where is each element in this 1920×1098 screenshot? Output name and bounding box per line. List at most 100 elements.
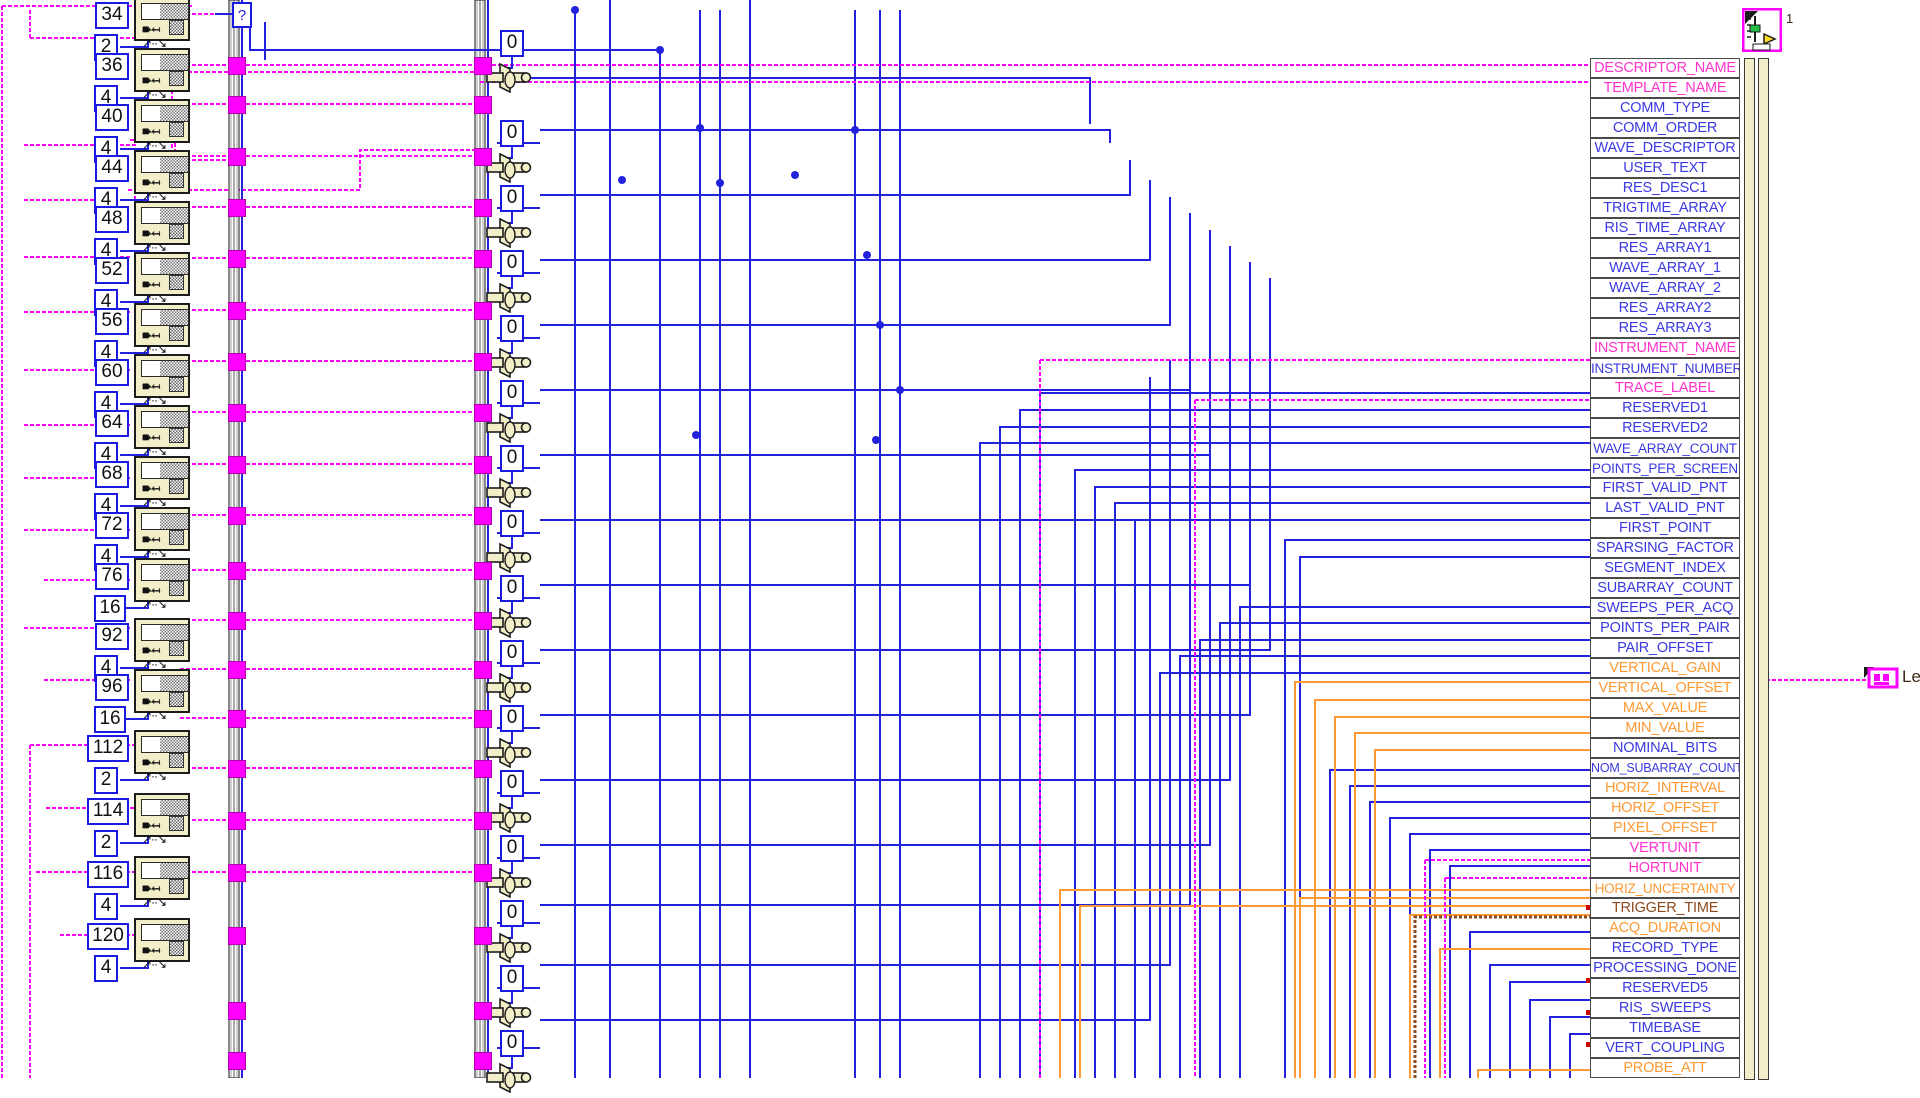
structure-tunnel[interactable] xyxy=(474,864,492,882)
byte-offset-constant[interactable]: 68 xyxy=(95,461,129,488)
byte-offset-constant[interactable]: 34 xyxy=(95,2,129,29)
string-subset-node[interactable]: ■—↗··↘ ↦↤ xyxy=(134,730,190,783)
array-index-constant[interactable]: 0 xyxy=(500,185,524,212)
array-index-constant[interactable]: 0 xyxy=(500,510,524,537)
cluster-field-label[interactable]: PROCESSING_DONE xyxy=(1590,958,1740,978)
cluster-field-label[interactable]: PROBE_ATT xyxy=(1590,1058,1740,1078)
string-subset-node[interactable]: ■—↗··↘ ↦↤ xyxy=(134,507,190,560)
byte-offset-constant[interactable]: 44 xyxy=(95,155,129,182)
boolean-constant[interactable]: ? xyxy=(232,2,252,28)
byte-offset-constant[interactable]: 120 xyxy=(87,923,129,950)
cluster-field-label[interactable]: RIS_SWEEPS xyxy=(1590,998,1740,1018)
cluster-field-label[interactable]: HORIZ_UNCERTAINTY xyxy=(1590,878,1740,898)
byte-count-constant[interactable]: 4 xyxy=(94,893,118,920)
index-array-node[interactable] xyxy=(486,282,534,314)
byte-count-constant[interactable]: 2 xyxy=(94,767,118,794)
byte-offset-constant[interactable]: 48 xyxy=(95,206,129,233)
byte-offset-constant[interactable]: 72 xyxy=(95,512,129,539)
array-index-constant[interactable]: 0 xyxy=(500,705,524,732)
string-subset-node[interactable]: ■—↗··↘ ↦↤ xyxy=(134,201,190,254)
structure-tunnel[interactable] xyxy=(228,612,246,630)
array-index-constant[interactable]: 0 xyxy=(500,120,524,147)
structure-tunnel[interactable] xyxy=(228,1002,246,1020)
string-subset-node[interactable]: ■—↗··↘ ↦↤ xyxy=(134,856,190,909)
cluster-field-label[interactable]: ACQ_DURATION xyxy=(1590,918,1740,938)
cluster-field-label[interactable]: WAVE_ARRAY_1 xyxy=(1590,258,1740,278)
string-subset-node[interactable]: ■—↗··↘ ↦↤ xyxy=(134,456,190,509)
string-subset-node[interactable]: ■—↗··↘ ↦↤ xyxy=(134,405,190,458)
byte-offset-constant[interactable]: 116 xyxy=(87,861,129,888)
array-index-constant[interactable]: 0 xyxy=(500,965,524,992)
string-subset-node[interactable]: ■—↗··↘ ↦↤ xyxy=(134,99,190,152)
structure-tunnel[interactable] xyxy=(474,661,492,679)
cluster-field-label[interactable]: TRIGTIME_ARRAY xyxy=(1590,198,1740,218)
byte-offset-constant[interactable]: 36 xyxy=(95,53,129,80)
array-index-constant[interactable]: 0 xyxy=(500,380,524,407)
structure-tunnel[interactable] xyxy=(474,456,492,474)
structure-tunnel[interactable] xyxy=(228,562,246,580)
string-subset-node[interactable]: ■—↗··↘ ↦↤ xyxy=(134,48,190,101)
structure-tunnel[interactable] xyxy=(228,927,246,945)
cluster-field-label[interactable]: TRIGGER_TIME xyxy=(1590,898,1740,918)
cluster-field-label[interactable]: MAX_VALUE xyxy=(1590,698,1740,718)
byte-count-constant[interactable]: 16 xyxy=(94,706,126,733)
structure-tunnel[interactable] xyxy=(474,760,492,778)
cluster-field-label[interactable]: WAVE_ARRAY_COUNT xyxy=(1590,438,1740,458)
structure-tunnel[interactable] xyxy=(474,927,492,945)
cluster-field-label[interactable]: POINTS_PER_PAIR xyxy=(1590,618,1740,638)
string-subset-node[interactable]: ■—↗··↘ ↦↤ xyxy=(134,618,190,671)
structure-tunnel[interactable] xyxy=(474,812,492,830)
cluster-terminal-icon[interactable] xyxy=(1864,665,1900,691)
index-array-node[interactable] xyxy=(486,867,534,899)
cluster-field-label[interactable]: INSTRUMENT_NAME xyxy=(1590,338,1740,358)
string-subset-node[interactable]: ■—↗··↘ ↦↤ xyxy=(134,354,190,407)
index-array-node[interactable] xyxy=(486,217,534,249)
cluster-field-label[interactable]: LAST_VALID_PNT xyxy=(1590,498,1740,518)
cluster-field-label[interactable]: HORIZ_INTERVAL xyxy=(1590,778,1740,798)
cluster-field-label[interactable]: WAVE_ARRAY_2 xyxy=(1590,278,1740,298)
array-index-constant[interactable]: 0 xyxy=(500,770,524,797)
index-array-node[interactable] xyxy=(486,607,534,639)
byte-offset-constant[interactable]: 96 xyxy=(95,674,129,701)
cluster-field-label[interactable]: NOMINAL_BITS xyxy=(1590,738,1740,758)
structure-tunnel[interactable] xyxy=(228,302,246,320)
structure-tunnel[interactable] xyxy=(474,507,492,525)
string-subset-node[interactable]: ■—↗··↘ ↦↤ xyxy=(134,252,190,305)
cluster-field-label[interactable]: TIMEBASE xyxy=(1590,1018,1740,1038)
structure-tunnel[interactable] xyxy=(474,562,492,580)
array-index-constant[interactable]: 0 xyxy=(500,315,524,342)
string-subset-node[interactable]: ■—↗··↘ ↦↤ xyxy=(134,669,190,722)
structure-tunnel[interactable] xyxy=(474,302,492,320)
byte-offset-constant[interactable]: 76 xyxy=(95,563,129,590)
structure-tunnel[interactable] xyxy=(228,148,246,166)
byte-count-constant[interactable]: 2 xyxy=(94,830,118,857)
index-array-node[interactable] xyxy=(486,62,534,94)
byte-offset-constant[interactable]: 40 xyxy=(95,104,129,131)
cluster-field-label[interactable]: POINTS_PER_SCREEN xyxy=(1590,458,1740,478)
cluster-field-label[interactable]: TRACE_LABEL xyxy=(1590,378,1740,398)
byte-count-constant[interactable]: 4 xyxy=(94,955,118,982)
structure-tunnel[interactable] xyxy=(228,760,246,778)
structure-tunnel[interactable] xyxy=(228,864,246,882)
array-index-constant[interactable]: 0 xyxy=(500,900,524,927)
byte-offset-constant[interactable]: 52 xyxy=(95,257,129,284)
structure-tunnel[interactable] xyxy=(474,57,492,75)
cluster-field-label[interactable]: VERTUNIT xyxy=(1590,838,1740,858)
cluster-field-label[interactable]: RES_ARRAY2 xyxy=(1590,298,1740,318)
structure-tunnel[interactable] xyxy=(474,250,492,268)
cluster-field-label[interactable]: RESERVED2 xyxy=(1590,418,1740,438)
bundle-bar-outer[interactable] xyxy=(1758,58,1769,1080)
byte-offset-constant[interactable]: 114 xyxy=(87,798,129,825)
cluster-field-label[interactable]: SWEEPS_PER_ACQ xyxy=(1590,598,1740,618)
structure-tunnel[interactable] xyxy=(474,148,492,166)
cluster-field-label[interactable]: TEMPLATE_NAME xyxy=(1590,78,1740,98)
structure-tunnel[interactable] xyxy=(228,353,246,371)
string-subset-node[interactable]: ■—↗··↘ ↦↤ xyxy=(134,0,190,50)
array-index-constant[interactable]: 0 xyxy=(500,835,524,862)
array-index-constant[interactable]: 0 xyxy=(500,30,524,57)
structure-tunnel[interactable] xyxy=(474,710,492,728)
structure-tunnel[interactable] xyxy=(228,661,246,679)
index-array-node[interactable] xyxy=(486,737,534,769)
cluster-field-label[interactable]: FIRST_VALID_PNT xyxy=(1590,478,1740,498)
index-array-node[interactable] xyxy=(486,477,534,509)
